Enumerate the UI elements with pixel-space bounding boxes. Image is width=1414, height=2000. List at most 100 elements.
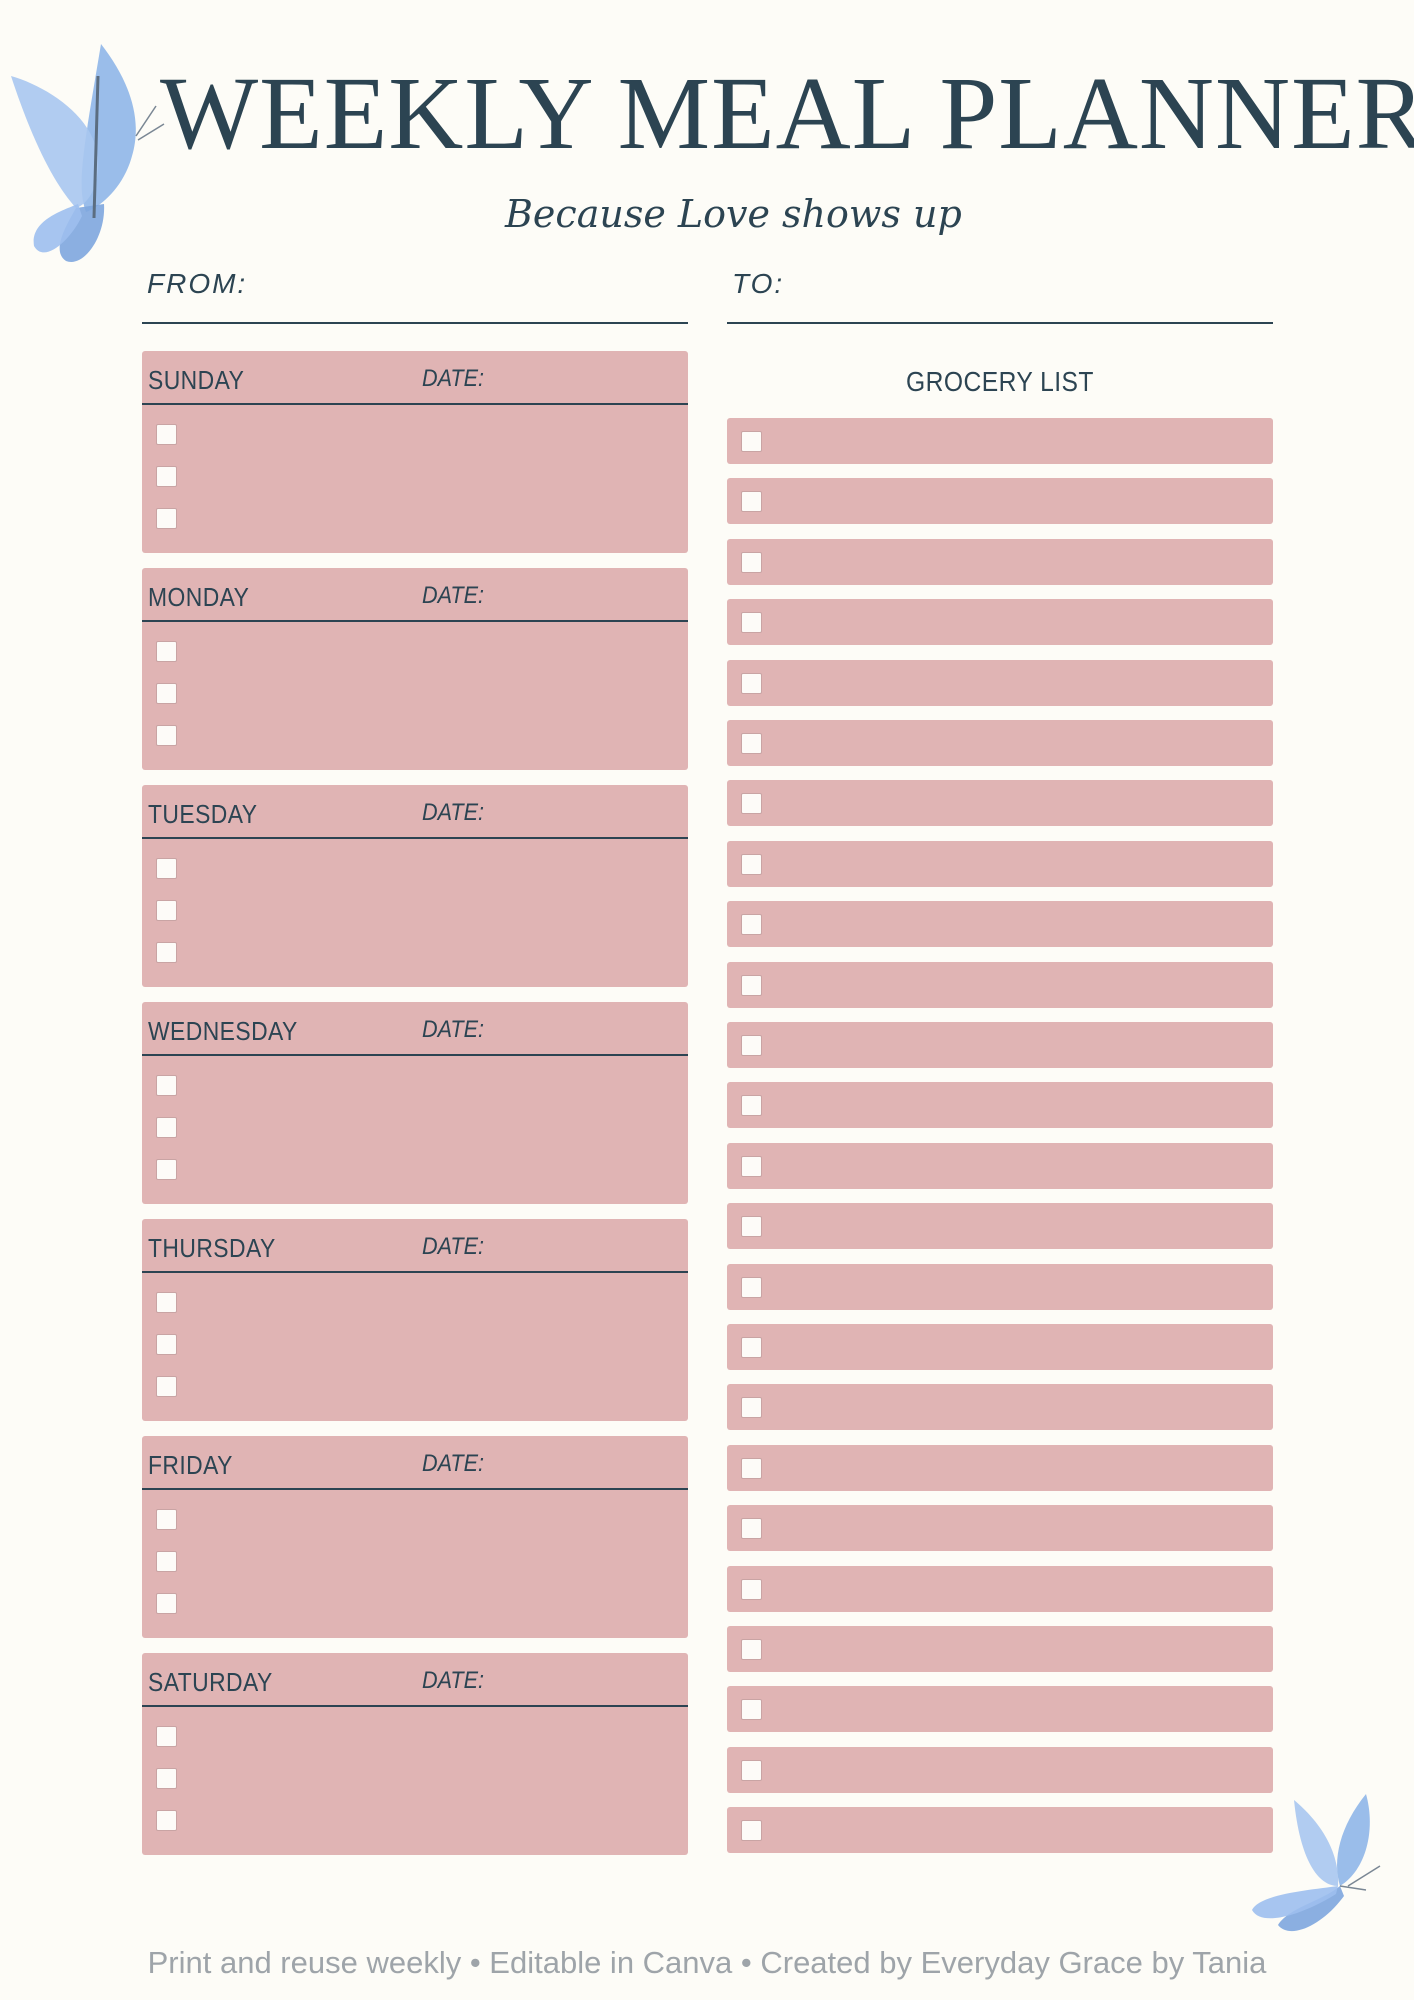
meal-checkbox[interactable]	[156, 1159, 177, 1180]
day-name: SUNDAY	[148, 365, 245, 395]
meal-checkbox[interactable]	[156, 683, 177, 704]
grocery-row[interactable]	[727, 659, 1273, 706]
grocery-row[interactable]	[727, 901, 1273, 948]
grocery-checkbox[interactable]	[741, 672, 762, 694]
grocery-checkbox[interactable]	[741, 914, 762, 936]
grocery-row[interactable]	[727, 599, 1273, 646]
grocery-checkbox[interactable]	[741, 1759, 762, 1781]
day-header: THURSDAY DATE:	[142, 1219, 688, 1273]
grocery-row[interactable]	[727, 1746, 1273, 1793]
footer-text: Print and reuse weekly • Editable in Can…	[147, 1945, 1267, 1980]
grocery-checkbox[interactable]	[741, 431, 762, 452]
meal-checkbox[interactable]	[156, 1334, 177, 1355]
day-block-saturday: SATURDAY DATE:	[142, 1653, 688, 1855]
meal-checkbox[interactable]	[156, 508, 177, 529]
grocery-row[interactable]	[727, 1565, 1273, 1612]
grocery-checkbox[interactable]	[741, 1820, 762, 1842]
grocery-row[interactable]	[727, 1263, 1273, 1310]
meal-checkbox[interactable]	[156, 900, 177, 921]
meal-checkbox[interactable]	[156, 1551, 177, 1572]
date-label: DATE:	[422, 799, 485, 826]
day-name: TUESDAY	[148, 799, 258, 829]
day-name: WEDNESDAY	[148, 1016, 298, 1046]
grocery-checkbox[interactable]	[741, 1699, 762, 1721]
meal-checkbox[interactable]	[156, 1509, 177, 1530]
grocery-checkbox[interactable]	[741, 1035, 762, 1056]
butterfly-icon	[1252, 1794, 1381, 1932]
from-label: FROM:	[147, 268, 248, 299]
grocery-row[interactable]	[727, 1686, 1273, 1733]
day-name: THURSDAY	[148, 1233, 276, 1263]
grocery-row[interactable]	[727, 1807, 1273, 1854]
grocery-row[interactable]	[727, 1203, 1273, 1250]
grocery-checkbox[interactable]	[741, 1216, 762, 1238]
date-label: DATE:	[422, 1016, 485, 1043]
to-label: TO:	[732, 268, 785, 299]
grocery-checkbox[interactable]	[741, 733, 762, 754]
grocery-row[interactable]	[727, 1626, 1273, 1672]
grocery-checkbox[interactable]	[741, 1457, 762, 1479]
grocery-row[interactable]	[727, 840, 1273, 887]
meal-checkbox[interactable]	[156, 641, 177, 662]
from-line[interactable]	[142, 322, 688, 324]
day-header: MONDAY DATE:	[142, 568, 688, 622]
meal-checkbox[interactable]	[156, 858, 177, 879]
grocery-checkbox[interactable]	[741, 1578, 762, 1600]
grocery-checkbox[interactable]	[741, 551, 762, 573]
grocery-row[interactable]	[727, 1444, 1273, 1491]
butterfly-icon	[11, 44, 165, 262]
grocery-row[interactable]	[727, 780, 1273, 827]
grocery-checkbox[interactable]	[741, 793, 762, 815]
grocery-row[interactable]	[727, 961, 1273, 1008]
grocery-row[interactable]	[727, 1324, 1273, 1370]
grocery-checkbox[interactable]	[741, 974, 762, 996]
grocery-checkbox[interactable]	[741, 853, 762, 875]
grocery-row[interactable]	[727, 1142, 1273, 1189]
meal-checkbox[interactable]	[156, 1376, 177, 1397]
meal-checkbox[interactable]	[156, 1768, 177, 1789]
grocery-row[interactable]	[727, 1082, 1273, 1129]
grocery-checkbox[interactable]	[741, 612, 762, 634]
grocery-row[interactable]	[727, 418, 1273, 464]
day-name: FRIDAY	[148, 1450, 233, 1480]
grocery-checkbox[interactable]	[741, 491, 762, 513]
grocery-checkbox[interactable]	[741, 1155, 762, 1177]
grocery-row[interactable]	[727, 538, 1273, 585]
grocery-row[interactable]	[727, 1384, 1273, 1431]
day-block-monday: MONDAY DATE:	[142, 568, 688, 770]
grocery-row[interactable]	[727, 478, 1273, 525]
meal-checkbox[interactable]	[156, 466, 177, 487]
day-name: SATURDAY	[148, 1667, 273, 1697]
grocery-checkbox[interactable]	[741, 1639, 762, 1660]
day-block-sunday: SUNDAY DATE:	[142, 351, 688, 553]
grocery-row[interactable]	[727, 1022, 1273, 1068]
meal-checkbox[interactable]	[156, 1075, 177, 1096]
grocery-checkbox[interactable]	[741, 1276, 762, 1298]
grocery-checkbox[interactable]	[741, 1337, 762, 1358]
meal-checkbox[interactable]	[156, 725, 177, 746]
grocery-row[interactable]	[727, 1505, 1273, 1552]
meal-checkbox[interactable]	[156, 424, 177, 445]
meal-checkbox[interactable]	[156, 1117, 177, 1138]
meal-checkbox[interactable]	[156, 1593, 177, 1614]
grocery-checkbox[interactable]	[741, 1095, 762, 1117]
meal-checkbox[interactable]	[156, 1810, 177, 1831]
date-label: DATE:	[422, 365, 485, 392]
day-header: WEDNESDAY DATE:	[142, 1002, 688, 1056]
day-block-thursday: THURSDAY DATE:	[142, 1219, 688, 1421]
to-line[interactable]	[727, 322, 1273, 324]
meal-checkbox[interactable]	[156, 942, 177, 963]
day-block-tuesday: TUESDAY DATE:	[142, 785, 688, 987]
date-label: DATE:	[422, 1667, 485, 1694]
grocery-checkbox[interactable]	[741, 1397, 762, 1419]
day-header: SATURDAY DATE:	[142, 1653, 688, 1707]
page-subtitle: Because Love shows up	[505, 192, 962, 236]
grocery-row[interactable]	[727, 720, 1273, 766]
day-header: FRIDAY DATE:	[142, 1436, 688, 1490]
page-title: WEEKLY MEAL PLANNER	[160, 56, 1414, 171]
grocery-checkbox[interactable]	[741, 1518, 762, 1540]
date-label: DATE:	[422, 1233, 485, 1260]
meal-checkbox[interactable]	[156, 1726, 177, 1747]
day-header: SUNDAY DATE:	[142, 351, 688, 405]
meal-checkbox[interactable]	[156, 1292, 177, 1313]
